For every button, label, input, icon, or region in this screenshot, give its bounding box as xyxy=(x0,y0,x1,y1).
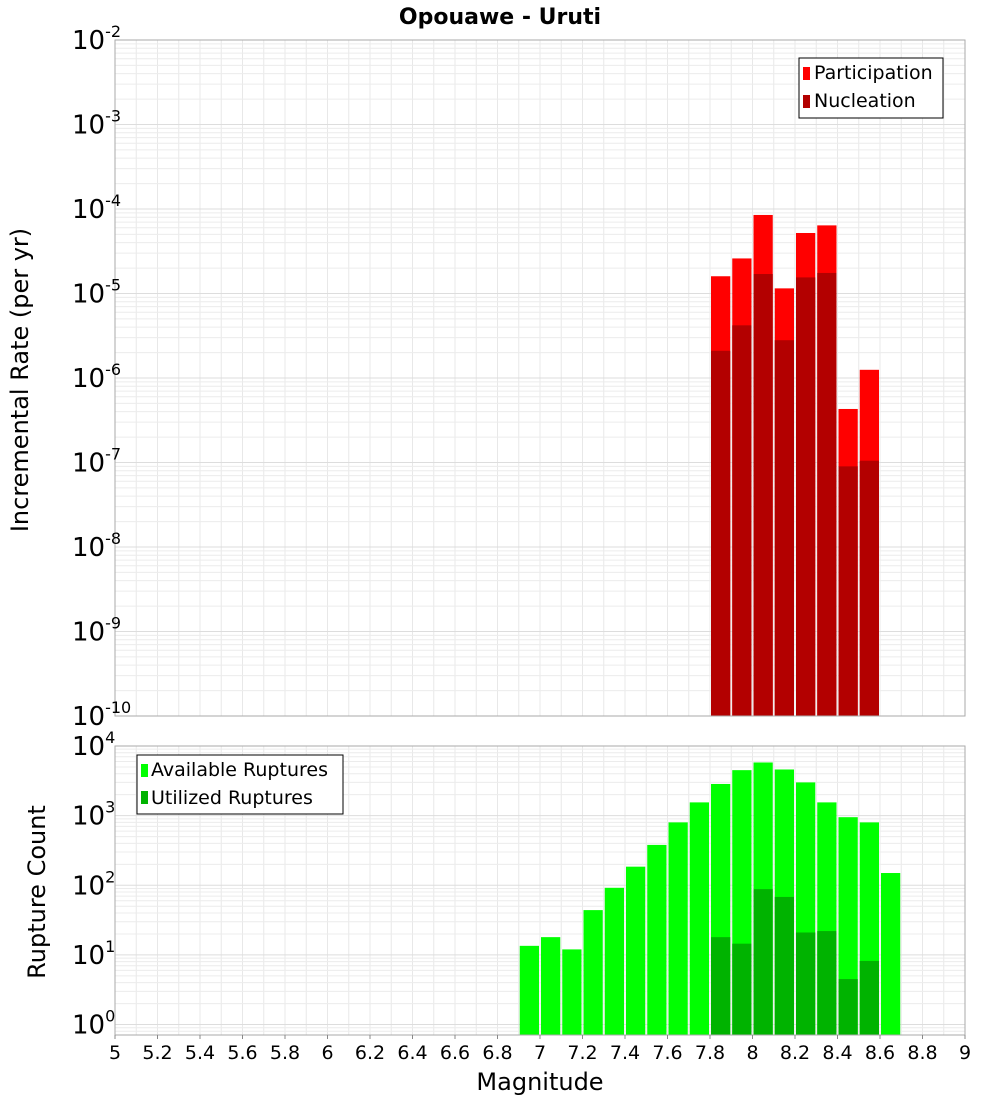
legend-label-participation: Participation xyxy=(814,62,933,84)
top-y-tick-label: 10-8 xyxy=(72,529,121,563)
bottom-y-tick-label: 104 xyxy=(72,728,115,762)
legend-label-available: Available Ruptures xyxy=(151,759,328,781)
bar-nucleation xyxy=(817,272,837,716)
bottom-y-ticks: 100 101 102 103 104 xyxy=(72,728,115,1041)
top-y-axis-label: Incremental Rate (per yr) xyxy=(6,228,34,532)
x-tick-label: 9 xyxy=(959,1042,971,1064)
bar-available-ruptures xyxy=(647,844,667,1035)
legend-label-utilized: Utilized Ruptures xyxy=(151,787,313,809)
bar-utilized-ruptures xyxy=(774,896,794,1035)
legend-swatch-nucleation xyxy=(803,95,810,108)
bar-nucleation xyxy=(753,274,773,716)
x-tick-label: 5.6 xyxy=(227,1042,257,1064)
x-tick-label: 6 xyxy=(321,1042,333,1064)
bar-available-ruptures xyxy=(689,802,709,1035)
bar-utilized-ruptures xyxy=(711,937,731,1035)
bar-nucleation xyxy=(859,460,879,716)
bar-nucleation xyxy=(796,277,816,716)
top-y-tick-label: 10-5 xyxy=(72,276,121,310)
bottom-y-axis-label: Rupture Count xyxy=(23,805,51,979)
x-tick-label: 7.6 xyxy=(652,1042,682,1064)
x-tick-label: 5.8 xyxy=(270,1042,300,1064)
bar-utilized-ruptures xyxy=(796,932,816,1035)
x-tick-label: 7.8 xyxy=(695,1042,725,1064)
bar-nucleation xyxy=(711,350,731,716)
legend-swatch-participation xyxy=(803,67,810,80)
legend-swatch-available xyxy=(141,764,148,777)
top-grid xyxy=(114,40,966,717)
x-tick-label: 5.2 xyxy=(142,1042,172,1064)
top-y-tick-label: 10-2 xyxy=(72,22,121,56)
bar-available-ruptures xyxy=(604,887,624,1035)
bar-nucleation xyxy=(774,340,794,716)
bar-utilized-ruptures xyxy=(753,889,773,1035)
top-y-tick-label: 10-6 xyxy=(72,360,121,394)
x-tick-label: 6.2 xyxy=(355,1042,385,1064)
legend-label-nucleation: Nucleation xyxy=(814,90,916,112)
bottom-y-tick-label: 102 xyxy=(72,867,115,901)
bar-available-ruptures xyxy=(562,949,582,1035)
bar-available-ruptures xyxy=(541,937,561,1035)
x-tick-label: 8.4 xyxy=(822,1042,852,1064)
chart-title: Opouawe - Uruti xyxy=(399,5,601,30)
bottom-y-tick-label: 103 xyxy=(72,798,115,832)
bar-available-ruptures xyxy=(583,910,603,1035)
bar-available-ruptures xyxy=(881,873,901,1035)
top-plot-frame xyxy=(114,39,966,717)
x-tick-label: 8.8 xyxy=(907,1042,937,1064)
x-axis-label: Magnitude xyxy=(476,1068,603,1096)
top-y-tick-label: 10-9 xyxy=(72,614,121,648)
top-legend: Participation Nucleation xyxy=(798,57,944,119)
bar-nucleation xyxy=(838,466,858,716)
bar-utilized-ruptures xyxy=(859,960,879,1035)
x-tick-label: 5.4 xyxy=(185,1042,215,1064)
bar-available-ruptures xyxy=(668,822,688,1035)
bar-utilized-ruptures xyxy=(838,979,858,1035)
bottom-y-tick-label: 101 xyxy=(72,937,115,971)
bar-nucleation xyxy=(732,325,752,716)
x-tick-label: 8 xyxy=(746,1042,758,1064)
bar-utilized-ruptures xyxy=(732,943,752,1035)
top-y-tick-label: 10-7 xyxy=(72,445,121,479)
x-tick-label: 8.2 xyxy=(780,1042,810,1064)
x-tick-label: 7.4 xyxy=(610,1042,640,1064)
x-tick-label: 8.6 xyxy=(865,1042,895,1064)
x-tick-label: 7 xyxy=(534,1042,546,1064)
top-bars xyxy=(711,214,879,716)
bar-available-ruptures xyxy=(519,945,539,1035)
bar-available-ruptures xyxy=(626,866,646,1035)
bottom-y-tick-label: 100 xyxy=(72,1007,115,1041)
x-tick-label: 7.2 xyxy=(567,1042,597,1064)
top-y-tick-label: 10-3 xyxy=(72,107,121,141)
top-legend-box xyxy=(798,57,944,119)
x-tick-label: 6.6 xyxy=(440,1042,470,1064)
x-ticks: 5 5.2 5.4 5.6 5.8 6 6.2 6.4 6.6 6.8 7 7.2 7.4 7.6 7.8 8… xyxy=(109,1035,971,1064)
top-y-tick-label: 10-10 xyxy=(72,698,131,732)
bottom-legend: Available Ruptures Utilized Ruptures xyxy=(136,754,344,815)
bottom-legend-box xyxy=(136,754,344,815)
x-tick-label: 6.8 xyxy=(482,1042,512,1064)
x-tick-label: 6.4 xyxy=(397,1042,427,1064)
top-y-tick-label: 10-4 xyxy=(72,191,121,225)
x-tick-label: 5 xyxy=(109,1042,121,1064)
legend-swatch-utilized xyxy=(141,791,148,804)
bottom-bars xyxy=(519,762,901,1035)
bar-utilized-ruptures xyxy=(817,931,837,1035)
top-y-ticks: 10-10 10-9 10-8 10-7 10-6 10-5 10-4 10-3 10-2 xyxy=(72,22,131,732)
